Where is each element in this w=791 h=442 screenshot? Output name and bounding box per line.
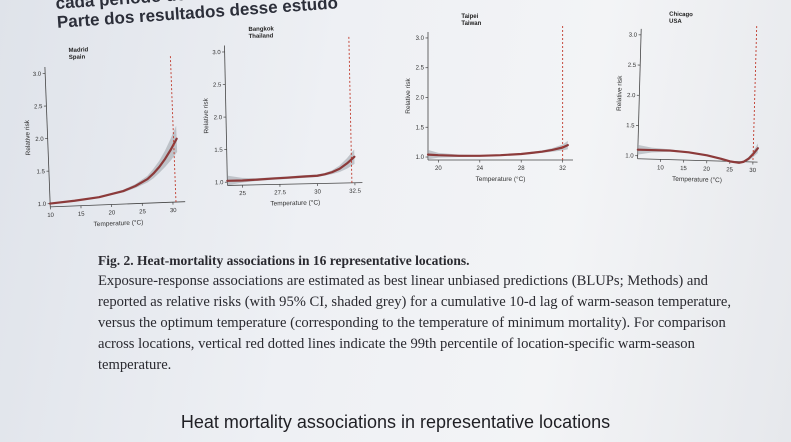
figure-caption: Fig. 2. Heat-mortality associations in 1… [98,250,738,376]
chart-panel-bangkok: Bangkok Thailand 1.0 1.5 2.0 2.5 3.0 25 27.5 30 32… [198,18,393,242]
chart-3-xtick-label-3: 25 [726,167,734,173]
chart-1-ytick-label-3: 2.5 [213,83,222,89]
chart-2-ytick-label-3: 2.5 [416,66,425,72]
chart-1-xlabel: Temperature (°C) [270,198,320,207]
chart-1-title-line-1: Thailand [249,33,274,40]
chart-1-title-line-0: Bangkok [248,26,274,33]
chart-0-xtick-label-2: 20 [108,210,116,216]
chart-3-ytick-label-0: 1.0 [625,153,634,159]
chart-3-risk-curve [636,147,760,164]
chart-panel-madrid: Madrid Spain 1.0 1.5 2.0 2.5 3.0 10 15 20 25 30 Temp… [18,37,216,264]
chart-3-threshold-line [752,26,758,163]
chart-0-title-line-0: Madrid [68,47,88,54]
caption-body: Exposure-response associations are estim… [98,273,731,373]
chart-1-threshold-line [348,36,353,183]
chart-0-x-axis [50,201,186,208]
chart-0-xtick-label-4: 30 [170,208,178,214]
chart-2-xtick-label-0: 20 [435,166,442,172]
chart-0-ytick-label-1: 1.5 [36,169,45,175]
chart-1-ytick-label-4: 3.0 [212,50,221,56]
chart-0-ylabel: Relative risk [24,119,32,155]
chart-3-y-axis [637,28,642,159]
chart-3-xtick-label-4: 30 [749,168,757,174]
chart-2-xtick-label-3: 32 [559,166,566,172]
chart-0-ytick-label-3: 2.5 [34,104,43,110]
chart-0-y-axis [44,66,51,207]
chart-2-ytick-label-4: 3.0 [416,36,425,42]
chart-0-ytick-label-2: 2.0 [35,137,44,143]
chart-2-xtick-label-2: 28 [518,166,525,172]
chart-1-xtick-label-2: 30 [314,189,321,195]
chart-1-xtick-label-1: 27.5 [274,190,286,196]
chart-2-ytick-label-2: 2.0 [416,95,425,101]
chart-0-ytick-label-0: 1.0 [38,202,47,208]
chart-0-title-line-1: Spain [69,54,86,61]
chart-0-risk-curve [49,137,178,205]
chart-0-threshold-line [169,56,177,203]
chart-2-ylabel: Relative risk [405,78,412,114]
chart-1-risk-curve [226,155,356,182]
chart-0-xtick-label-1: 15 [78,212,86,218]
chart-2-title-line-0: Taipei [461,14,478,20]
chart-2-ytick-label-1: 1.5 [416,125,425,131]
chart-2-title-line-1: Taiwan [461,21,481,27]
caption-title: Fig. 2. Heat-mortality associations in 1… [98,253,470,268]
chart-panel-chicago: Chicago USA 1.0 1.5 2.0 2.5 3.0 10 15 20 25 30 Tempe… [606,0,791,225]
chart-1-ytick-label-2: 2.0 [214,115,223,121]
chart-1-y-axis [224,45,228,186]
chart-0-xlabel: Temperature (°C) [93,218,143,228]
chart-3-xtick-label-0: 10 [657,165,665,171]
chart-1-x-axis [227,182,363,186]
chart-3-xlabel: Temperature (°C) [672,175,722,184]
chart-2-xtick-label-1: 24 [476,166,483,172]
chart-3-title-line-1: USA [669,19,682,25]
chart-1-ylabel: Relative risk [203,97,211,133]
chart-1-xtick-label-3: 32.5 [349,189,361,195]
chart-1-xtick-label-0: 25 [239,191,246,197]
chart-3-xtick-label-1: 15 [680,166,688,172]
chart-2-ytick-label-0: 1.0 [416,155,425,161]
chart-1-ytick-label-1: 1.5 [214,148,223,154]
chart-3-ytick-label-3: 2.5 [628,63,637,69]
chart-3-ytick-label-1: 1.5 [626,123,635,129]
chart-0-xtick-label-3: 25 [139,209,147,215]
chart-3-ytick-label-2: 2.0 [627,93,636,99]
chart-2-xlabel: Temperature (°C) [476,175,526,183]
chart-0-ytick-label-4: 3.0 [33,72,42,78]
chart-3-xtick-label-2: 20 [703,167,711,173]
chart-3-title-line-0: Chicago [669,12,693,19]
slide-title: Heat mortality associations in represent… [180,412,611,432]
chart-3-ylabel: Relative risk [616,75,624,111]
chart-panel-taipei: Taipei Taiwan 1.0 1.5 2.0 2.5 3.0 20 24 28 32 Tempe… [398,4,588,224]
chart-1-ytick-label-0: 1.0 [215,180,224,186]
chart-2-risk-curve [426,144,569,157]
chart-0-xtick-label-0: 10 [47,213,55,219]
chart-3-ytick-label-4: 3.0 [629,33,638,39]
